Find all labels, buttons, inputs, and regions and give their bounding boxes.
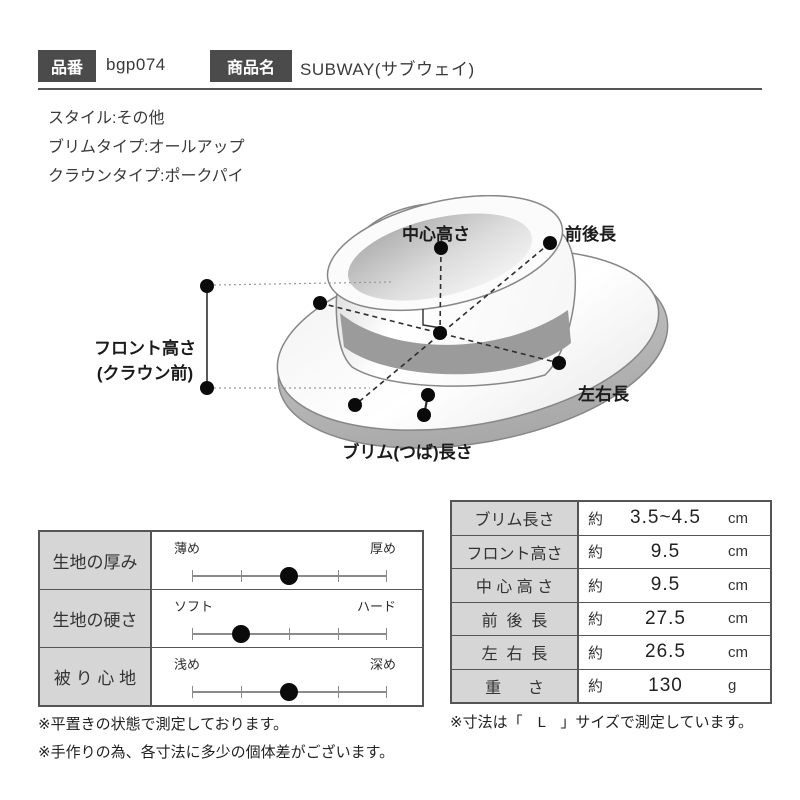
- footnote-size: ※寸法は「 L 」サイズで測定しています。: [450, 714, 753, 731]
- header: 品番 bgp074 商品名 SUBWAY(サブウェイ): [38, 50, 762, 90]
- table-row: 中 心 高 さ 約 9.5 cm: [452, 569, 770, 603]
- table-row: 被 り 心 地 浅め 深め: [40, 648, 422, 705]
- spec-style: スタイル:その他: [48, 110, 165, 127]
- feature-label: 被 り 心 地: [40, 648, 152, 705]
- item-number-value: bgp074: [106, 55, 166, 74]
- measure-value: 130: [648, 674, 683, 696]
- measure-unit: cm: [728, 643, 748, 661]
- measure-value-cell: 約 130 g: [579, 670, 770, 703]
- measure-label: フロント高さ: [452, 535, 579, 568]
- hat-band: [340, 310, 571, 375]
- measure-value: 9.5: [650, 540, 681, 562]
- product-name-badge: 商品名: [210, 50, 292, 82]
- measure-unit: cm: [728, 610, 748, 628]
- footnote: ※平置きの状態で測定しております。: [38, 716, 289, 733]
- measure-label: 重 さ: [452, 669, 579, 702]
- measure-value-cell: 約 9.5 cm: [579, 569, 770, 602]
- right-angle-mark: [422, 309, 442, 329]
- label-front-back-length: 前後長: [565, 225, 616, 244]
- hat-illustration: [200, 195, 669, 449]
- measure-value: 3.5~4.5: [630, 507, 701, 529]
- item-number-badge: 品番: [38, 50, 96, 82]
- measure-value: 26.5: [645, 641, 686, 663]
- guide-dotted-lines: [213, 281, 393, 389]
- measure-value-cell: 約 9.5 cm: [579, 536, 770, 569]
- slider-dot: [280, 683, 298, 701]
- feature-slider: ソフト ハード: [152, 590, 422, 647]
- label-front-height: フロント高さ (クラウン前): [94, 339, 196, 383]
- slider-min-label: 薄め: [174, 541, 201, 556]
- slider-dot: [231, 625, 250, 643]
- table-row: ブリム長さ 約 3.5~4.5 cm: [452, 502, 770, 536]
- label-left-right-length: 左右長: [578, 385, 629, 404]
- table-row: 左 右 長 約 26.5 cm: [452, 636, 770, 670]
- feature-slider: 浅め 深め: [152, 648, 422, 705]
- measure-label: 左 右 長: [452, 636, 579, 669]
- slider-min-label: 浅め: [174, 657, 201, 672]
- table-row: 生地の硬さ ソフト ハード: [40, 590, 422, 648]
- measure-unit: g: [728, 677, 737, 695]
- slider-max-label: 深め: [369, 657, 396, 672]
- measure-value: 27.5: [645, 607, 686, 629]
- feature-label: 生地の硬さ: [40, 590, 152, 647]
- measurement-table: ブリム長さ 約 3.5~4.5 cm フロント高さ 約 9.5 cm 中 心 高…: [450, 500, 772, 704]
- table-row: フロント高さ 約 9.5 cm: [452, 535, 770, 569]
- slider-min-label: ソフト: [174, 599, 214, 614]
- slider-track: [192, 567, 387, 585]
- measure-unit: cm: [728, 543, 748, 561]
- label-brim-length: ブリム(つば)長さ: [342, 443, 473, 462]
- spec-brim-type: ブリムタイプ:オールアップ: [48, 139, 245, 156]
- slider-dot: [280, 567, 298, 585]
- feature-slider: 薄め 厚め: [152, 532, 422, 589]
- slider-max-label: ハード: [356, 599, 396, 614]
- spec-lines: スタイル:その他 ブリムタイプ:オールアップ クラウンタイプ:ポークパイ: [48, 104, 244, 191]
- hat-diagram: 中心高さ 前後長 フロント高さ (クラウン前) 左右長 ブリム(つば)長さ: [0, 195, 800, 485]
- measure-value-cell: 約 26.5 cm: [579, 636, 770, 669]
- measure-value-cell: 約 3.5~4.5 cm: [579, 502, 770, 535]
- measure-value: 9.5: [650, 574, 681, 596]
- measure-label: 中 心 高 さ: [452, 569, 579, 602]
- feature-table: 生地の厚み 薄め 厚め 生地の硬さ ソフト ハード: [38, 530, 424, 707]
- footnotes-left: ※平置きの状態で測定しております。 ※手作りの為、各寸法に多少の個体差がございま…: [38, 711, 394, 767]
- spec-crown-type: クラウンタイプ:ポークパイ: [48, 168, 244, 185]
- table-row: 前 後 長 約 27.5 cm: [452, 602, 770, 636]
- slider-max-label: 厚め: [369, 541, 396, 556]
- feature-label: 生地の厚み: [40, 532, 152, 589]
- crown-indent: [347, 213, 533, 301]
- table-row: 生地の厚み 薄め 厚め: [40, 532, 422, 590]
- measure-dots: [200, 236, 566, 422]
- slider-track: [192, 625, 387, 643]
- slider-track: [192, 683, 387, 701]
- measure-unit: cm: [728, 509, 748, 527]
- product-name-value: SUBWAY(サブウェイ): [300, 60, 475, 79]
- footnote: ※手作りの為、各寸法に多少の個体差がございます。: [38, 744, 395, 761]
- table-row: 重 さ 約 130 g: [452, 669, 770, 703]
- measure-label: 前 後 長: [452, 602, 579, 635]
- label-center-height: 中心高さ: [402, 225, 470, 244]
- measure-value-cell: 約 27.5 cm: [579, 603, 770, 636]
- measure-unit: cm: [728, 576, 748, 594]
- measure-label: ブリム長さ: [452, 502, 579, 535]
